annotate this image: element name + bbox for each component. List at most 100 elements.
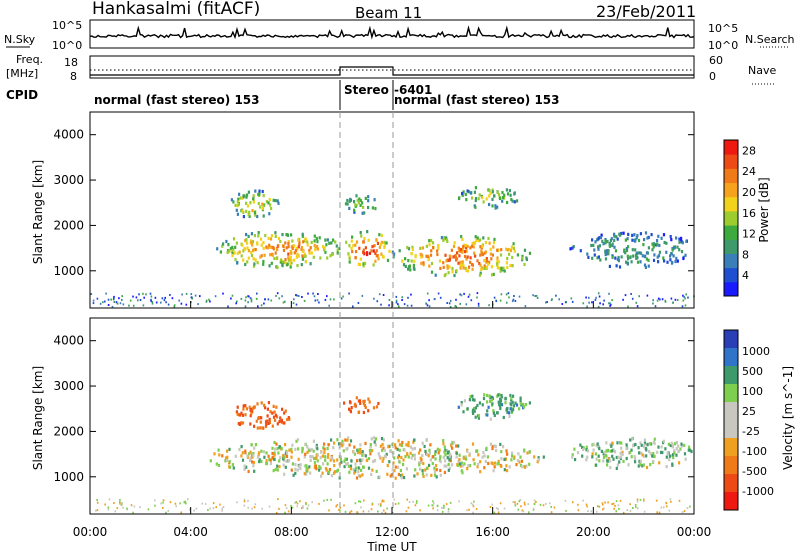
velocity-scatter-cell [133,505,136,508]
velocity-echo-cell [375,405,379,409]
velocity-echo-cell [511,454,514,458]
power-echo-cell [330,241,333,245]
power-echo-cell [463,250,467,254]
velocity-scatter-cell [683,510,686,513]
velocity-echo-cell [274,467,277,471]
velocity-scatter-cell [658,511,661,514]
power-echo-cell [249,201,252,205]
cpid-segment-2: Stereo [344,83,389,97]
velocity-echo-cell [316,447,319,451]
velocity-colorbar-tick: 1000 [742,345,770,358]
power-scatter-cell [255,297,258,300]
power-echo-cell [229,247,232,251]
velocity-echo-cell [339,455,342,459]
velocity-echo-cell [344,438,347,442]
power-scatter-cell [656,299,659,302]
velocity-echo-cell [284,443,287,447]
velocity-echo-cell [217,463,221,467]
velocity-scatter-cell [296,505,299,508]
power-echo-cell [382,255,385,259]
power-echo-cell [236,212,239,216]
velocity-echo-cell [364,441,367,446]
power-echo-cell [440,236,443,240]
velocity-echo-cell [504,397,507,401]
velocity-scatter-cell [384,511,387,514]
velocity-echo-cell [665,465,668,469]
y-tick-label: 1000 [53,470,84,484]
velocity-echo-cell [251,410,254,414]
velocity-scatter-cell [284,511,286,514]
velocity-echo-cell [349,401,352,405]
power-scatter-cell [263,302,265,305]
velocity-echo-cell [316,453,319,457]
power-colorbar-swatch [724,253,738,269]
power-scatter-cell [99,302,102,305]
power-scatter-cell [439,296,442,299]
velocity-scatter-cell [284,504,287,507]
velocity-echo-cell [387,445,390,449]
velocity-scatter-cell [381,511,383,514]
power-echo-cell [488,189,491,193]
velocity-echo-region [571,436,693,470]
power-scatter-cell [113,297,115,300]
power-scatter-cell [270,299,273,302]
power-scatter-cell [428,305,431,308]
power-echo-cell [493,237,496,241]
power-echo-cell [523,262,526,267]
power-echo-cell [376,254,380,258]
velocity-echo-cell [367,397,370,401]
power-echo-cell [366,230,369,234]
power-echo-cell [388,249,391,253]
power-echo-cell [459,266,462,270]
power-near-range-scatter [90,292,695,308]
velocity-scatter-cell [335,505,337,508]
velocity-echo-cell [407,444,410,448]
power-echo-cell [291,246,294,250]
velocity-scatter-cell [535,500,537,503]
power-echo-cell [268,245,271,249]
power-echo-cell [235,208,238,212]
velocity-echo-cell [249,422,252,426]
power-echo-cell [669,258,672,262]
velocity-colorbar-swatch [724,492,738,511]
velocity-echo-cell [384,455,387,459]
velocity-echo-cell [649,452,652,456]
power-echo-cell [482,200,485,204]
power-echo-cell [346,202,349,206]
velocity-echo-cell [609,449,612,453]
power-scatter-cell [373,297,375,300]
power-echo-cell [608,244,611,248]
power-scatter-cell [380,303,382,306]
velocity-scatter-cell [174,502,177,505]
velocity-echo-cell [378,455,381,459]
power-echo-cell [279,239,282,244]
power-echo-cell [287,258,290,262]
power-echo-cell [301,232,304,236]
noise-panel: N.Sky 10^5 10^0 10^5 10^0 N.Search [4,19,795,52]
freq-right-label: Nave [748,64,776,77]
power-echo-cell [350,239,353,243]
velocity-echo-cell [487,405,490,409]
power-echo-cell [457,246,460,250]
power-scatter-cell [111,305,114,308]
velocity-echo-cell [630,448,633,452]
power-echo-cell [461,250,464,254]
velocity-echo-cell [467,464,470,468]
power-scatter-cell [630,293,632,295]
velocity-echo-cell [418,461,421,465]
velocity-echo-cell [284,465,287,469]
power-echo-cell [632,254,635,258]
power-scatter-cell [459,302,461,305]
power-echo-cell [413,267,416,271]
power-echo-cell [225,239,228,244]
velocity-echo-cell [499,397,502,401]
velocity-echo-cell [309,471,312,475]
power-echo-cell [619,233,622,237]
velocity-scatter-cell [380,504,382,507]
power-scatter-cell [598,295,601,298]
velocity-echo-cell [231,463,234,467]
power-echo-cell [605,250,608,254]
velocity-echo-cell [282,457,285,461]
power-echo-cell [306,240,309,244]
